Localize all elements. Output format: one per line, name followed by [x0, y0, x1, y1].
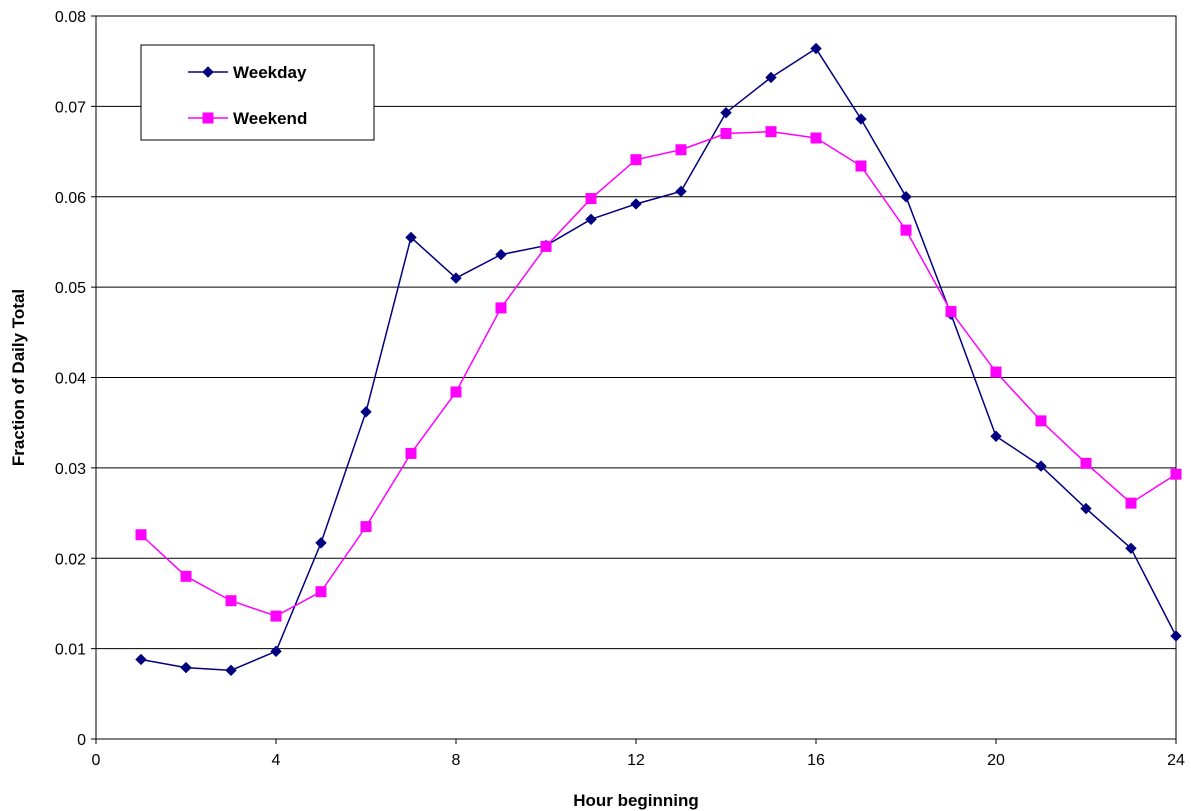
series-lines [140, 47, 1177, 672]
weekend-point [720, 127, 732, 139]
x-tick-label: 16 [807, 752, 825, 769]
weekday-point [900, 191, 912, 203]
y-tick-label: 0.08 [55, 9, 86, 26]
series-markers [135, 42, 1182, 677]
x-tick-label: 8 [452, 752, 461, 769]
weekend-point [945, 306, 957, 318]
x-tick-label: 0 [92, 752, 101, 769]
weekend-point [540, 240, 552, 252]
weekday-point [810, 42, 822, 55]
weekday-point [135, 653, 147, 666]
weekend-line [140, 130, 1177, 617]
weekday-point [315, 537, 327, 549]
weekday-point [1080, 502, 1092, 515]
weekday-point [270, 645, 282, 658]
y-tick-label: 0.06 [55, 190, 86, 207]
weekday-point [180, 661, 192, 674]
weekday-point [765, 71, 777, 84]
weekend-point [1170, 468, 1182, 480]
x-tick-label: 20 [987, 752, 1005, 769]
weekend-point [450, 386, 462, 398]
legend-box [140, 44, 375, 141]
weekend-point [990, 366, 1002, 378]
weekend-point [765, 126, 777, 138]
weekend-point [495, 302, 507, 314]
weekday-point [675, 185, 687, 198]
x-axis-title: Hour beginning [573, 791, 699, 810]
weekday-point [1125, 542, 1137, 555]
weekend-point [360, 521, 372, 533]
weekend-point [630, 154, 642, 166]
weekday-point [360, 406, 372, 418]
weekend-point [585, 193, 597, 205]
x-tick-label: 12 [627, 752, 645, 769]
legend-weekday-label: Weekday [233, 63, 307, 82]
y-tick-label: 0.04 [55, 371, 86, 388]
legend-weekend-label: Weekend [233, 109, 307, 128]
weekend-point [405, 447, 417, 459]
legend-items: Weekday Weekend [188, 63, 307, 128]
y-tick-label: 0.03 [55, 461, 86, 478]
weekend-point [180, 570, 192, 582]
y-tick-label: 0.02 [55, 551, 86, 568]
y-tick-label: 0.05 [55, 280, 86, 297]
weekday-point [720, 106, 732, 119]
weekend-point [1035, 415, 1047, 427]
y-axis-ticks: 0 0.01 0.02 0.03 0.04 0.05 0.06 0.07 0.08 [55, 9, 96, 749]
weekday-point [855, 113, 867, 125]
weekday-point [405, 231, 417, 244]
weekday-point [495, 248, 507, 261]
x-axis-ticks: 0 4 8 12 16 20 24 [92, 739, 1185, 769]
weekend-point [1080, 457, 1092, 469]
weekday-point [630, 198, 642, 210]
weekday-point [450, 272, 462, 284]
weekday-point [1170, 630, 1182, 642]
legend-weekday-marker [202, 66, 214, 78]
weekend-point [315, 586, 327, 598]
weekend-point [900, 224, 912, 236]
weekday-point [585, 213, 597, 226]
weekend-point [225, 595, 237, 607]
weekday-line [140, 47, 1177, 672]
weekday-point [1035, 460, 1047, 472]
legend-weekend-marker [202, 112, 214, 124]
y-tick-label: 0.01 [55, 642, 86, 659]
weekday-point [225, 664, 237, 677]
x-tick-label: 4 [272, 752, 281, 769]
gridlines [96, 105, 1176, 650]
weekend-point [675, 144, 687, 156]
y-tick-label: 0 [77, 732, 86, 749]
weekday-point [990, 430, 1002, 442]
x-tick-label: 24 [1167, 752, 1185, 769]
y-tick-label: 0.07 [55, 99, 86, 116]
y-axis-title: Fraction of Daily Total [9, 289, 28, 466]
weekend-point [1125, 497, 1137, 509]
weekend-point [270, 610, 282, 622]
weekend-point [810, 132, 822, 144]
weekend-point [135, 529, 147, 541]
weekend-point [855, 160, 867, 172]
legend: Weekday Weekend [140, 44, 375, 141]
